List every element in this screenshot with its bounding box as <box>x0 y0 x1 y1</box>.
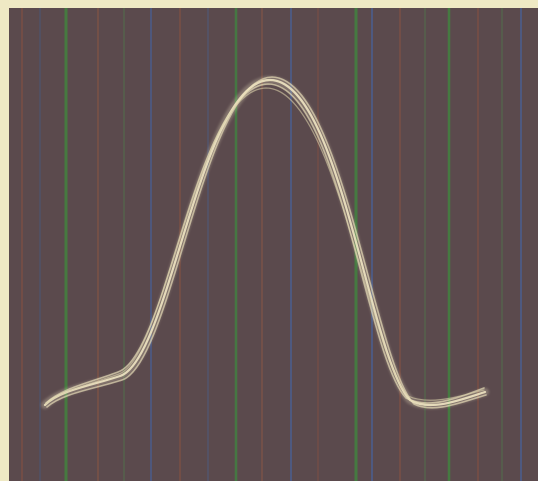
page <box>0 0 538 481</box>
oscilloscope-photo <box>0 0 538 481</box>
